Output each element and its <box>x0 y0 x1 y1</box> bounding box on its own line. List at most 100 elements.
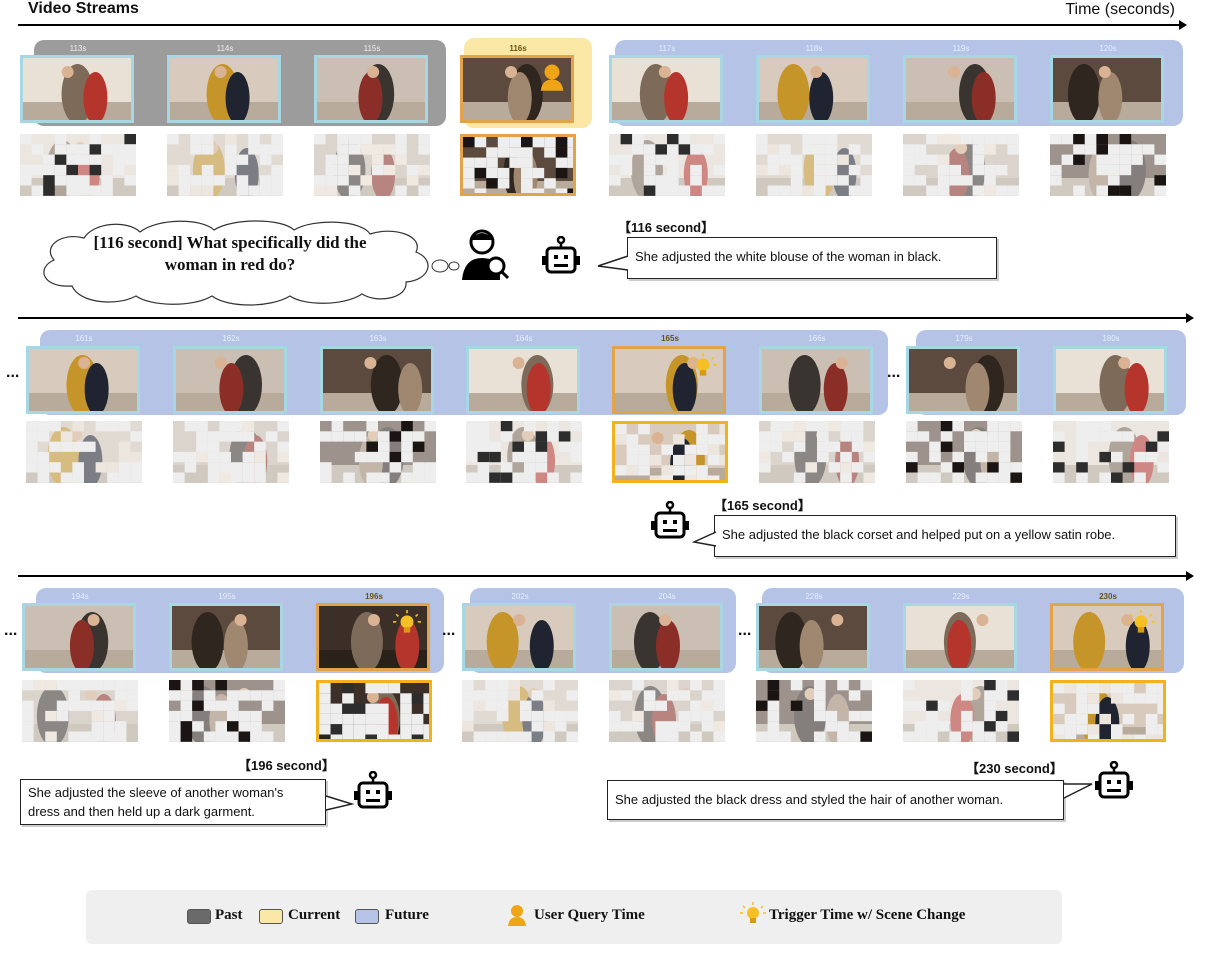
user-query-icon <box>508 905 526 926</box>
timestamp-label: 119s <box>952 44 970 53</box>
timestamp-label: 179s <box>955 334 973 343</box>
response-text: She adjusted the black dress and styled … <box>615 792 1004 807</box>
masked-frame <box>1053 421 1169 483</box>
timestamp-label: 117s <box>658 44 676 53</box>
timestamp-label: 195s <box>218 592 236 601</box>
query-line-1: [116 second] What specifically did the <box>93 233 367 252</box>
masked-frame <box>462 680 578 742</box>
bubble-tail <box>1063 783 1093 799</box>
timestamp-label: 180s <box>1102 334 1120 343</box>
video-frame <box>462 603 576 671</box>
customer-service-icon <box>462 229 510 280</box>
masked-frame <box>609 680 725 742</box>
timestamp-label: 196s <box>365 592 383 601</box>
video-frame <box>167 55 281 123</box>
bubble-tail <box>325 795 354 811</box>
timestamp-label: 202s <box>511 592 529 601</box>
robot-icon <box>354 771 392 809</box>
masked-frame <box>1050 134 1166 196</box>
response-text-line-1: She adjusted the sleeve of another woman… <box>28 785 284 800</box>
header-title: Video Streams <box>28 0 139 17</box>
timestamp-label: 113s <box>69 44 87 53</box>
response-bubble: She adjusted the black corset and helped… <box>714 515 1176 557</box>
video-frame <box>756 55 870 123</box>
video-frame <box>759 346 873 414</box>
masked-frame <box>169 680 285 742</box>
video-frame <box>20 55 134 123</box>
robot-icon <box>1095 761 1133 799</box>
legend-future-label: Future <box>385 907 429 923</box>
timestamp-label: 114s <box>216 44 234 53</box>
video-frame <box>314 55 428 123</box>
timestamp-label: 164s <box>515 334 533 343</box>
legend-swatch-past <box>187 909 211 924</box>
timeline-axis-2 <box>18 313 1194 323</box>
ellipsis: ... <box>442 622 456 639</box>
timeline-axis-1 <box>18 20 1187 30</box>
masked-frame <box>20 134 136 196</box>
query-text: [116 second] What specifically did the w… <box>60 232 400 276</box>
masked-frame <box>903 680 1019 742</box>
timestamp-label: 120s <box>1099 44 1117 53</box>
response-text: She adjusted the white blouse of the wom… <box>635 249 942 264</box>
response-text: She adjusted the black corset and helped… <box>722 527 1116 542</box>
timestamp-label: 118s <box>805 44 823 53</box>
legend-past-label: Past <box>215 907 243 923</box>
thought-cloud <box>43 220 460 306</box>
timestamp-label: 116s <box>509 44 527 53</box>
legend-current-label: Current <box>288 907 341 923</box>
timestamp-label: 165s <box>661 334 679 343</box>
masked-frame <box>173 421 289 483</box>
video-frame <box>1050 603 1164 671</box>
video-frame <box>22 603 136 671</box>
video-frame <box>906 346 1020 414</box>
axis-label: Time (seconds) <box>1065 1 1175 18</box>
video-frame <box>903 55 1017 123</box>
video-frame <box>612 346 726 414</box>
lightbulb-icon <box>393 610 421 643</box>
ellipsis: ... <box>887 364 901 381</box>
query-line-2: woman in red do? <box>164 255 296 274</box>
timestamp-label: 161s <box>75 334 93 343</box>
timeline-axis-3 <box>18 571 1194 581</box>
video-frame <box>609 603 723 671</box>
response-timestamp: 【165 second】 <box>714 498 811 513</box>
lightbulb-icon <box>1127 610 1155 643</box>
legend-query-label: User Query Time <box>534 907 645 923</box>
masked-frame <box>609 134 725 196</box>
masked-frame <box>466 421 582 483</box>
robot-icon <box>542 236 580 274</box>
bubble-tail <box>597 255 629 271</box>
video-frame <box>1053 346 1167 414</box>
masked-frame <box>167 134 283 196</box>
masked-frame <box>316 680 432 742</box>
video-frame <box>173 346 287 414</box>
response-bubble: She adjusted the sleeve of another woman… <box>20 779 326 825</box>
video-frame <box>316 603 430 671</box>
timestamp-label: 115s <box>363 44 381 53</box>
legend-swatch-future <box>355 909 379 924</box>
video-frame <box>609 55 723 123</box>
masked-frame <box>903 134 1019 196</box>
masked-frame <box>612 421 728 483</box>
masked-frame <box>1050 680 1166 742</box>
masked-frame <box>320 421 436 483</box>
timestamp-label: 163s <box>369 334 387 343</box>
timestamp-label: 166s <box>808 334 826 343</box>
timestamp-label: 204s <box>658 592 676 601</box>
masked-frame <box>460 134 576 196</box>
video-frame <box>460 55 574 123</box>
response-timestamp: 【116 second】 <box>618 220 715 235</box>
lightbulb-icon <box>740 902 766 923</box>
response-timestamp: 【196 second】 <box>238 758 335 773</box>
video-frame <box>169 603 283 671</box>
video-frame <box>903 603 1017 671</box>
robot-icon <box>651 501 689 539</box>
response-timestamp: 【230 second】 <box>966 761 1063 776</box>
ellipsis: ... <box>6 364 20 381</box>
masked-frame <box>22 680 138 742</box>
video-frame <box>1050 55 1164 123</box>
timestamp-label: 230s <box>1099 592 1117 601</box>
masked-frame <box>756 680 872 742</box>
video-frame <box>26 346 140 414</box>
